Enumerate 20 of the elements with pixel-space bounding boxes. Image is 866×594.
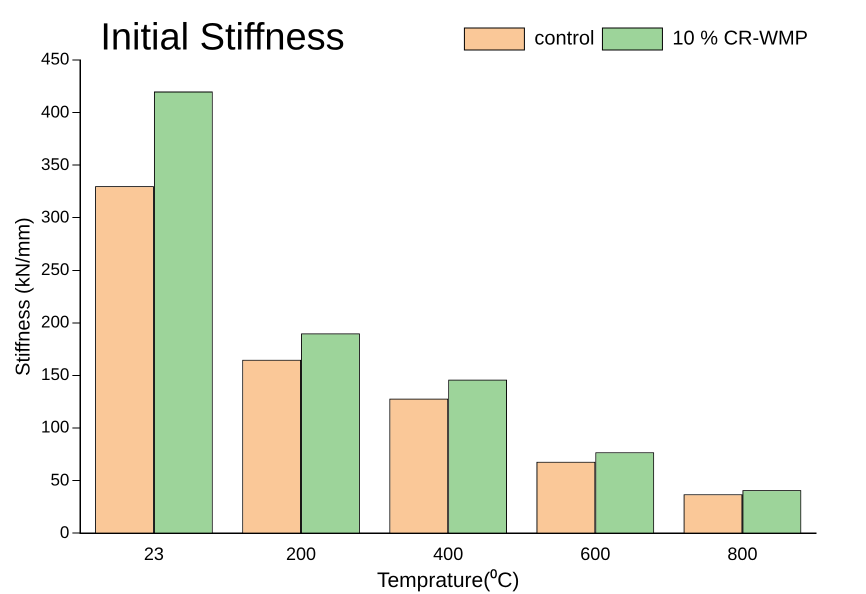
x-tick-label: 23	[144, 544, 164, 564]
y-tick-label: 350	[40, 154, 70, 174]
y-tick-label: 300	[40, 207, 70, 226]
y-axis-title: Stiffness (kN/mm)	[12, 217, 35, 376]
y-tick-label: 50	[50, 470, 70, 490]
x-tick-label: 200	[286, 544, 316, 564]
legend-label: control	[534, 28, 594, 50]
y-tick-label: 0	[60, 522, 70, 542]
y-tick-label: 400	[40, 102, 70, 122]
x-tick-label: 600	[580, 544, 610, 564]
y-tick-label: 250	[40, 260, 70, 279]
y-tick-label: 200	[40, 312, 70, 332]
y-tick-label: 150	[40, 365, 70, 384]
chart-title: Initial Stiffness	[100, 16, 345, 58]
legend-label: 10 % CR-WMP	[672, 28, 808, 50]
y-tick-label: 100	[40, 418, 70, 437]
y-tick-label: 450	[40, 50, 70, 69]
x-tick-label: 800	[727, 544, 758, 564]
x-tick-label: 400	[433, 544, 464, 564]
x-axis-title: Temprature(⁰C)	[376, 569, 520, 592]
